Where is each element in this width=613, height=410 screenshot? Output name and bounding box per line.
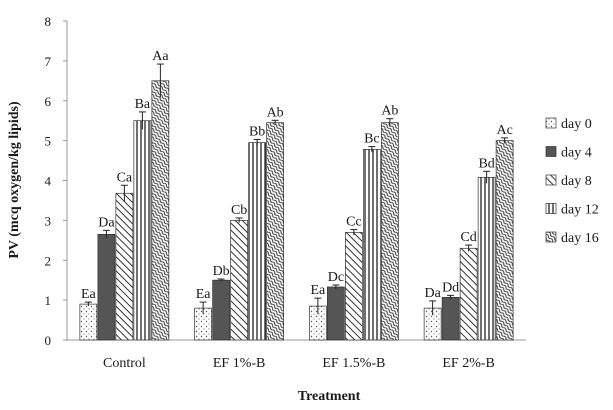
x-tick-label: EF 1.5%-B <box>322 356 385 371</box>
legend-label: day 8 <box>561 174 592 189</box>
bar-data-label: Bc <box>364 132 380 147</box>
legend-swatch <box>545 117 557 129</box>
bar <box>248 142 266 341</box>
bar <box>495 140 514 341</box>
bar-data-label: Dd <box>442 280 459 295</box>
y-tick-label: 1 <box>45 293 52 308</box>
bar <box>115 192 134 341</box>
legend-swatch <box>545 203 557 214</box>
bar <box>345 231 363 341</box>
y-axis-title: PV (mcq oxygen/kg lipids) <box>7 101 22 259</box>
bar <box>79 303 98 341</box>
bar <box>381 122 399 341</box>
y-tick-label: 4 <box>45 174 52 189</box>
y-tick-label: 6 <box>45 94 52 109</box>
bar-data-label: Dc <box>328 270 344 285</box>
bar-data-label: Da <box>424 286 441 301</box>
bar-data-label: Cd <box>460 230 476 245</box>
bar-data-label: Ea <box>310 283 326 298</box>
bar-data-label: Ca <box>117 170 133 185</box>
bar <box>212 279 230 341</box>
bar-data-label: Db <box>213 264 230 279</box>
bar <box>230 220 248 341</box>
bar <box>266 122 284 341</box>
bar-data-label: Ea <box>196 287 212 302</box>
y-tick-label: 3 <box>45 213 52 228</box>
x-tick-label: EF 1%-B <box>213 356 266 371</box>
legend-swatch <box>545 231 557 243</box>
y-tick-label: 0 <box>45 333 52 348</box>
legend-swatch <box>545 174 557 186</box>
bar <box>151 80 170 341</box>
legend-label: day 0 <box>561 117 592 132</box>
bar-data-label: Cc <box>346 215 362 230</box>
bar-data-label: Cb <box>231 203 247 218</box>
bar <box>363 149 381 341</box>
bar <box>477 176 496 341</box>
legend-label: day 4 <box>561 146 592 161</box>
bar-data-label: Bd <box>478 156 494 171</box>
bar <box>327 286 345 341</box>
y-tick-label: 2 <box>45 253 52 268</box>
x-tick-label: Control <box>103 356 146 371</box>
legend-label: day 12 <box>561 203 599 218</box>
y-tick-label: 7 <box>45 54 52 69</box>
y-tick-label: 5 <box>45 134 52 149</box>
bar-data-label: Ea <box>81 287 97 302</box>
bar <box>133 120 152 341</box>
legend-swatch <box>545 146 557 157</box>
bar-data-label: Ac <box>496 123 512 138</box>
bar-data-label: Ab <box>267 105 284 120</box>
bar-data-label: Ab <box>381 104 398 119</box>
legend-label: day 16 <box>561 231 599 246</box>
legend: day 0 day 4 day 8 day 12 day 16 <box>545 117 599 246</box>
bar <box>441 296 460 341</box>
x-axis-title: Treatment <box>298 389 361 404</box>
x-tick-label: EF 2%-B <box>442 356 495 371</box>
bar <box>97 233 116 341</box>
bar-data-label: Bb <box>249 124 265 139</box>
y-tick-label: 8 <box>45 14 52 29</box>
bar-data-label: Da <box>98 215 115 230</box>
bar-data-label: Ba <box>135 97 151 112</box>
bar <box>459 247 478 341</box>
bar-data-label: Aa <box>152 49 169 64</box>
